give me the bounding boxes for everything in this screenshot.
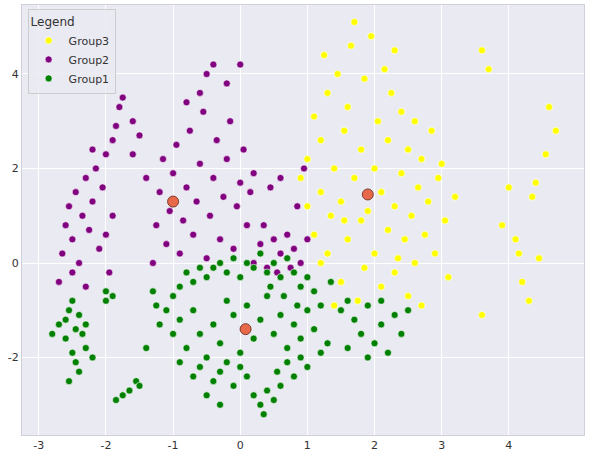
svg-text:-2: -2 (8, 351, 19, 364)
svg-text:0: 0 (237, 439, 244, 452)
svg-text:Group2: Group2 (69, 54, 110, 67)
svg-text:4: 4 (505, 439, 512, 452)
svg-text:1: 1 (304, 439, 311, 452)
svg-text:2: 2 (12, 162, 19, 175)
svg-text:-3: -3 (33, 439, 44, 452)
svg-text:-2: -2 (100, 439, 111, 452)
svg-text:Group1: Group1 (69, 73, 110, 86)
svg-text:Group3: Group3 (69, 35, 110, 48)
svg-text:2: 2 (371, 439, 378, 452)
svg-text:3: 3 (438, 439, 445, 452)
svg-text:-1: -1 (168, 439, 179, 452)
svg-text:4: 4 (12, 68, 19, 81)
svg-text:0: 0 (12, 257, 19, 270)
svg-text:Legend: Legend (31, 15, 75, 29)
